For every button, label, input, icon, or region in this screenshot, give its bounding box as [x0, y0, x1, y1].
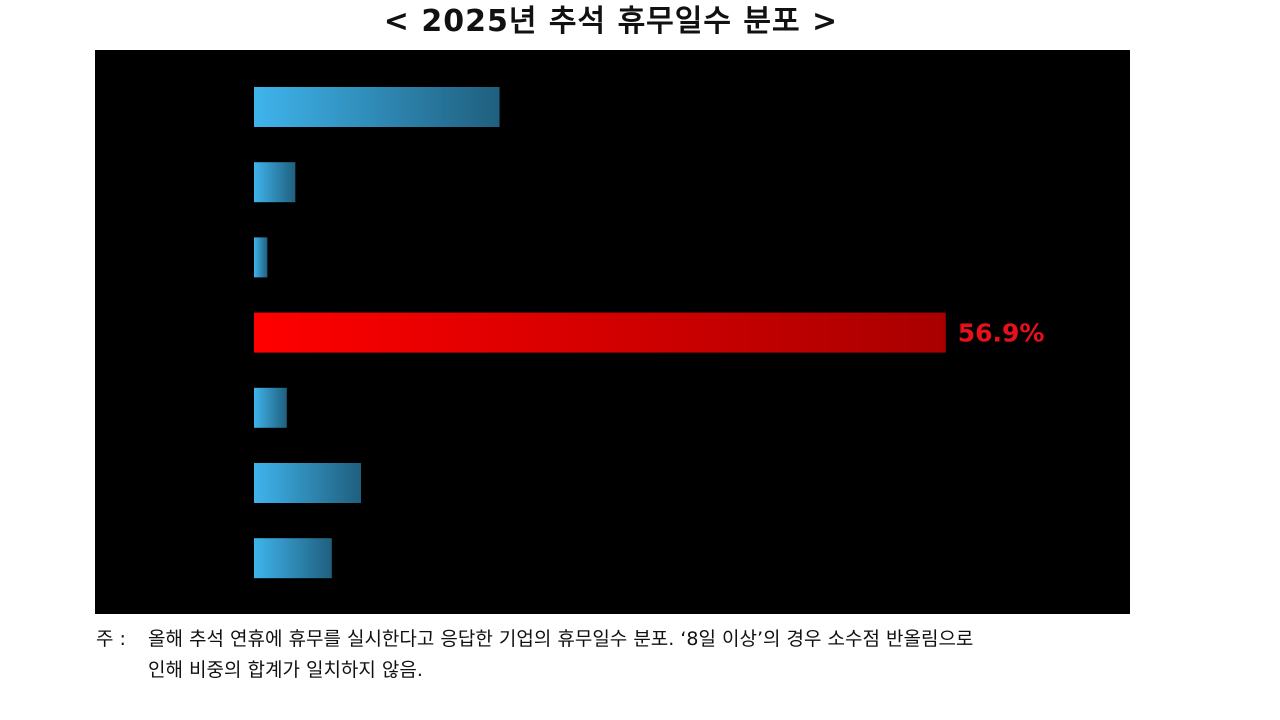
data-labels-layer: 56.9%: [958, 319, 1045, 348]
bars-layer: [254, 87, 946, 579]
bar: [254, 87, 500, 127]
chart-panel: 56.9%: [95, 50, 1130, 614]
footnote-line-1: 올해 추석 연휴에 휴무를 실시한다고 응답한 기업의 휴무일수 분포. ‘8일…: [148, 628, 974, 650]
bar-highlight: [254, 312, 946, 353]
bar: [254, 387, 287, 428]
data-label: 56.9%: [958, 319, 1045, 348]
bar: [254, 237, 268, 278]
footnote-line-2: 인해 비중의 합계가 일치하지 않음.: [148, 659, 423, 681]
footnote-label: 주 :: [96, 628, 126, 650]
chart-title: < 2025년 추석 휴무일수 분포 >: [383, 4, 839, 39]
bar: [254, 538, 332, 579]
bar: [254, 162, 296, 203]
bar-chart: 56.9%: [254, 87, 1045, 579]
bar: [254, 463, 361, 503]
